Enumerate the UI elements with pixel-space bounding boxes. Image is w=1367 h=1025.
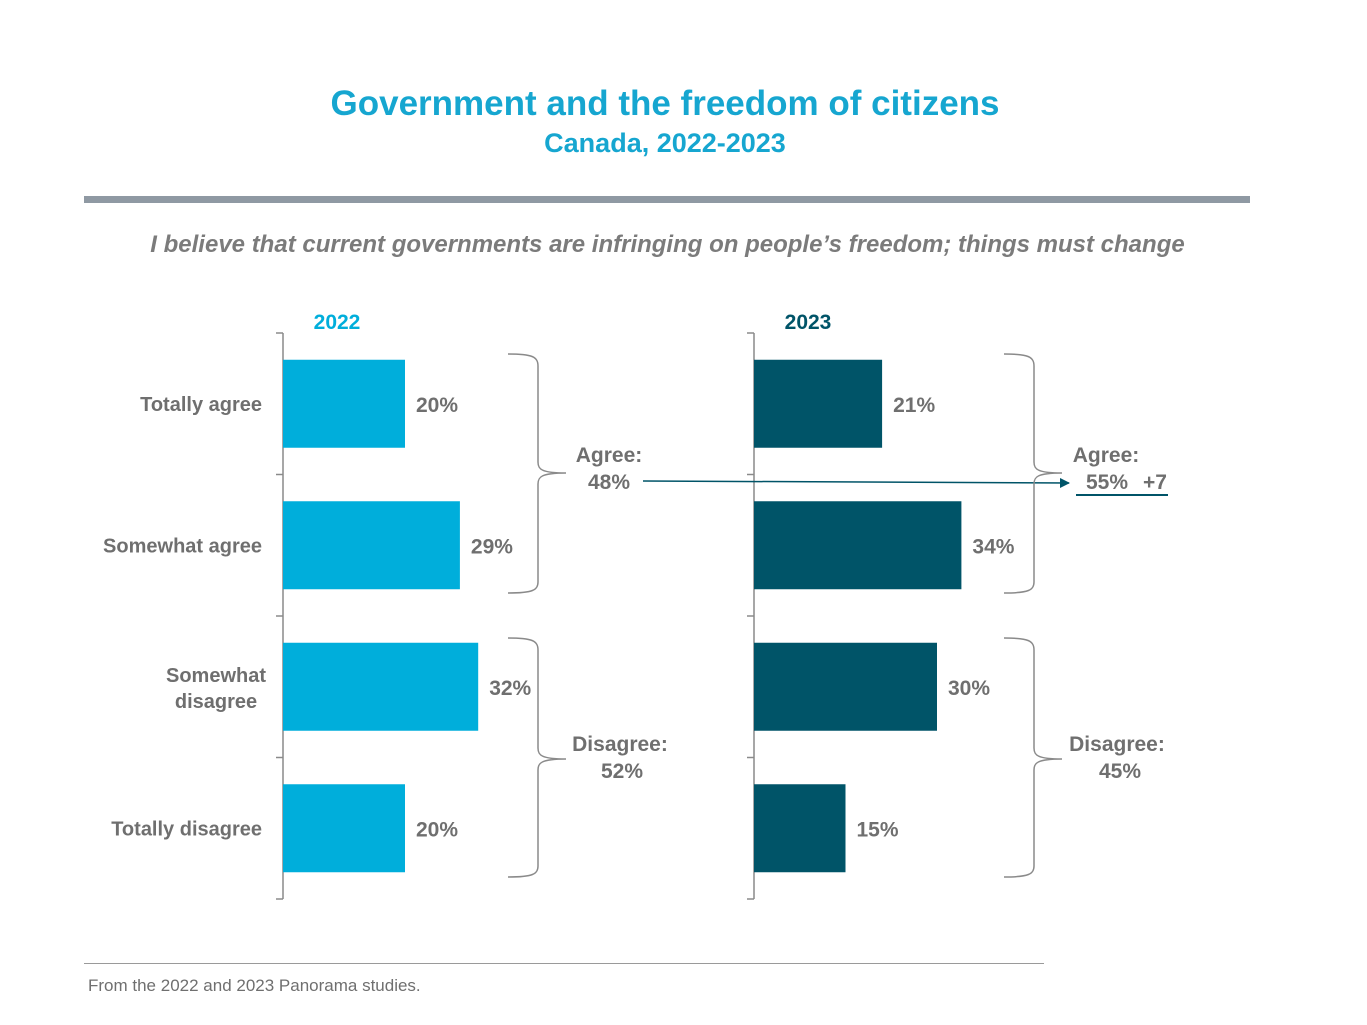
disagree-2023-value: 45% bbox=[1099, 760, 1141, 783]
category-label: Totally agree bbox=[140, 394, 262, 416]
data-label: 20% bbox=[416, 818, 458, 841]
agree-2023-brace bbox=[1003, 353, 1063, 594]
series-title-2022: 2022 bbox=[314, 311, 361, 334]
disagree-2022-label: Disagree: bbox=[572, 733, 668, 756]
footer-divider bbox=[84, 963, 1044, 964]
chart-title: Government and the freedom of citizens bbox=[330, 84, 1000, 123]
agree-2022-brace bbox=[507, 353, 567, 594]
disagree-2022-brace bbox=[507, 637, 567, 878]
bar-2023-0 bbox=[754, 359, 883, 448]
data-label: 15% bbox=[857, 818, 899, 841]
category-label: Totally disagree bbox=[111, 818, 262, 840]
disagree-2023-label: Disagree: bbox=[1069, 733, 1165, 756]
data-label: 32% bbox=[489, 677, 531, 700]
agree-2022-label: Agree: bbox=[576, 444, 643, 467]
data-label: 29% bbox=[471, 535, 513, 558]
source-note: From the 2022 and 2023 Panorama studies. bbox=[88, 976, 421, 995]
survey-question: I believe that current governments are i… bbox=[150, 231, 1185, 258]
agree-change-value: +7 bbox=[1143, 471, 1167, 494]
bar-2022-0 bbox=[283, 359, 405, 448]
category-label: Somewhat agree bbox=[103, 535, 262, 557]
change-arrow bbox=[642, 477, 1070, 488]
agree-2022-value: 48% bbox=[588, 471, 630, 494]
data-label: 30% bbox=[948, 677, 990, 700]
category-label: Somewhat disagree bbox=[166, 665, 266, 713]
agree-2023-value: 55% bbox=[1086, 471, 1128, 494]
bar-2023-3 bbox=[754, 784, 846, 873]
bar-2022-1 bbox=[283, 501, 460, 590]
bar-2022-3 bbox=[283, 784, 405, 873]
bar-2022-2 bbox=[283, 642, 479, 731]
agree-2023-label: Agree: bbox=[1073, 444, 1140, 467]
bar-2023-2 bbox=[754, 642, 937, 731]
header-divider bbox=[84, 196, 1250, 203]
data-label: 34% bbox=[972, 535, 1014, 558]
disagree-2022-value: 52% bbox=[601, 760, 643, 783]
bar-2023-1 bbox=[754, 501, 962, 590]
series-title-2023: 2023 bbox=[785, 311, 832, 334]
data-label: 21% bbox=[893, 394, 935, 417]
chart-subtitle: Canada, 2022-2023 bbox=[544, 128, 786, 158]
data-label: 20% bbox=[416, 394, 458, 417]
disagree-2023-brace bbox=[1003, 637, 1063, 878]
